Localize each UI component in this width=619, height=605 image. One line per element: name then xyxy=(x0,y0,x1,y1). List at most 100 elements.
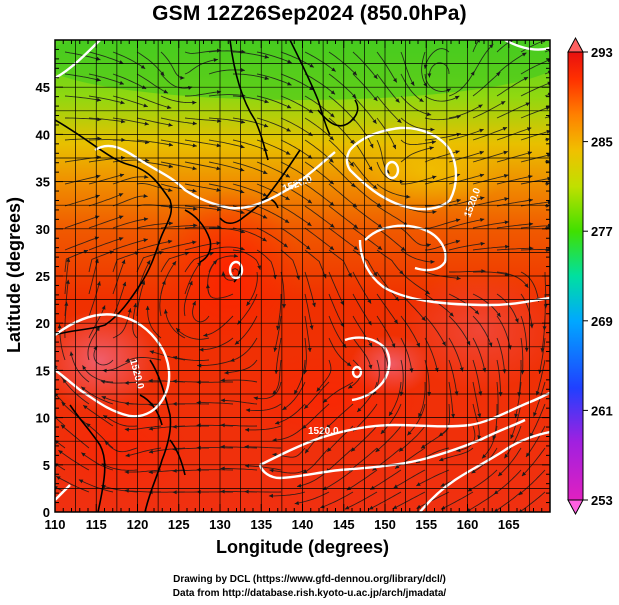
streamline xyxy=(439,447,474,462)
streamline xyxy=(356,381,378,413)
streamline xyxy=(304,205,335,228)
streamline xyxy=(304,249,327,279)
streamline xyxy=(424,218,461,229)
streamline xyxy=(304,161,335,185)
streamline-arrowhead xyxy=(426,112,432,117)
streamline-arrowhead xyxy=(349,162,354,167)
streamline xyxy=(438,403,450,437)
streamline-arrowhead xyxy=(273,347,278,352)
streamline xyxy=(102,414,138,427)
streamline xyxy=(448,128,484,141)
streamline xyxy=(88,305,106,339)
streamline-arrowhead xyxy=(286,127,291,132)
streamline-arrowhead xyxy=(393,319,398,324)
streamline-arrowhead xyxy=(283,243,288,248)
streamline-arrows xyxy=(55,40,550,512)
streamline xyxy=(472,403,480,440)
streamline-arrowhead xyxy=(373,96,378,101)
streamline xyxy=(496,359,502,397)
streamline xyxy=(424,337,439,373)
streamline-arrowhead xyxy=(240,210,245,214)
streamline-arrowhead xyxy=(479,173,485,178)
streamline xyxy=(472,40,480,53)
streamline-arrowhead xyxy=(307,221,312,226)
streamline xyxy=(472,337,486,373)
streamline-arrowhead xyxy=(329,180,334,185)
streamline-arrowhead xyxy=(545,106,550,111)
streamline-arrowhead xyxy=(432,175,437,180)
streamline xyxy=(352,403,378,432)
streamline-arrowhead xyxy=(438,432,444,437)
streamline-arrowhead xyxy=(101,396,107,400)
streamline xyxy=(520,40,545,53)
streamline xyxy=(64,215,100,229)
colorbar-tick-label: 277 xyxy=(591,224,613,239)
streamline-arrowhead xyxy=(430,127,435,132)
streamline xyxy=(256,249,276,280)
streamline xyxy=(112,218,149,229)
streamline xyxy=(160,73,193,89)
streamline xyxy=(520,337,524,375)
streamline-arrowhead xyxy=(209,251,214,256)
streamline-arrowhead xyxy=(285,150,291,155)
streamline xyxy=(256,51,292,64)
streamline xyxy=(160,224,198,229)
streamline-arrowhead xyxy=(168,164,173,169)
streamline-arrowhead xyxy=(172,468,177,473)
streamline-arrowhead xyxy=(172,490,177,495)
streamline-arrowhead xyxy=(479,128,484,133)
streamline xyxy=(272,359,282,395)
streamline xyxy=(276,294,282,331)
streamline xyxy=(304,117,335,141)
streamline-arrowhead xyxy=(97,117,102,122)
streamline-arrowhead xyxy=(172,401,177,406)
streamline-arrowhead xyxy=(375,447,380,452)
x-tick-label: 120 xyxy=(127,517,149,532)
streamline-arrowhead xyxy=(406,194,411,199)
streamline xyxy=(520,131,549,141)
y-tick-label: 10 xyxy=(36,411,50,426)
streamline xyxy=(220,379,258,383)
streamline-arrowhead xyxy=(245,427,250,432)
streamline-arrowhead xyxy=(478,104,483,109)
streamline-arrowhead xyxy=(302,424,307,429)
streamline xyxy=(376,205,408,226)
streamline xyxy=(88,215,124,229)
streamline xyxy=(136,183,173,192)
contour-label: 1520.0 xyxy=(308,426,339,437)
streamline xyxy=(136,51,165,77)
streamline xyxy=(280,183,313,204)
streamline xyxy=(220,424,258,427)
streamline xyxy=(520,107,548,119)
streamline-arrowhead xyxy=(119,80,124,85)
streamline-arrowhead xyxy=(240,119,246,124)
streamline-arrowhead xyxy=(480,241,485,246)
streamline-arrowhead xyxy=(104,441,109,446)
streamline-arrowhead xyxy=(145,140,150,145)
x-tick-label: 125 xyxy=(168,517,190,532)
streamline-arrowhead xyxy=(307,154,313,159)
streamline-arrowhead xyxy=(217,48,221,53)
streamline xyxy=(352,271,372,304)
streamline xyxy=(496,76,529,97)
streamline xyxy=(112,195,148,207)
streamline-arrowhead xyxy=(529,324,534,329)
streamline xyxy=(518,469,546,496)
streamline-arrowhead xyxy=(118,215,124,220)
streamline-arrowhead xyxy=(546,58,550,63)
streamline-arrowhead xyxy=(449,312,454,317)
warm-patch xyxy=(350,130,510,210)
streamline-arrowhead xyxy=(268,493,273,498)
streamline xyxy=(56,441,66,449)
streamline xyxy=(136,240,173,251)
streamline xyxy=(304,315,311,353)
streamline-arrowhead xyxy=(467,487,473,492)
streamline-arrowhead xyxy=(57,324,62,329)
streamline-arrowhead xyxy=(377,245,383,250)
streamline xyxy=(328,139,355,167)
streamline-arrowhead xyxy=(399,270,404,275)
streamline-arrowhead xyxy=(514,413,519,418)
streamline-arrowhead xyxy=(141,280,146,285)
streamline-arrowhead xyxy=(353,245,359,250)
streamline-arrowhead xyxy=(66,257,71,262)
